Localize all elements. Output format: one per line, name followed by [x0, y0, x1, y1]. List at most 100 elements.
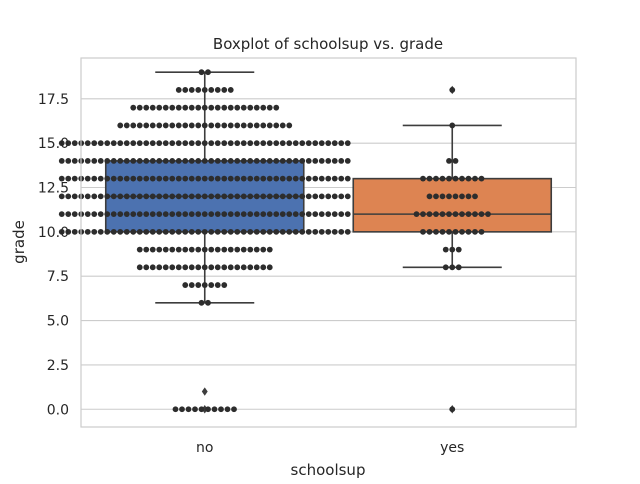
swarm-point — [344, 157, 351, 164]
swarm-point — [91, 175, 98, 182]
swarm-point — [344, 228, 351, 235]
swarm-point — [123, 140, 130, 147]
swarm-point — [266, 246, 273, 253]
swarm-point — [136, 193, 143, 200]
swarm-point — [91, 193, 98, 200]
swarm-point — [426, 175, 433, 182]
swarm-point — [279, 193, 286, 200]
swarm-point — [65, 157, 72, 164]
y-tick-label: 2.5 — [47, 358, 69, 374]
swarm-point — [266, 122, 273, 129]
swarm-point — [214, 211, 221, 218]
swarm-point — [446, 211, 452, 218]
swarm-point — [325, 157, 332, 164]
swarm-point — [299, 140, 306, 147]
swarm-point — [84, 140, 91, 147]
y-tick-label: 17.5 — [38, 92, 69, 108]
swarm-point — [58, 140, 65, 147]
swarm-point — [338, 140, 345, 147]
swarm-point — [446, 228, 452, 235]
swarm-point — [253, 140, 260, 147]
swarm-point — [205, 299, 211, 306]
swarm-point — [240, 157, 247, 164]
swarm-point — [420, 175, 426, 182]
swarm-point — [318, 228, 325, 235]
swarm-point — [312, 211, 319, 218]
swarm-point — [472, 193, 478, 200]
swarm-point — [156, 193, 163, 200]
y-tick-label: 12.5 — [38, 181, 69, 197]
swarm-point — [433, 193, 439, 200]
swarm-point — [338, 175, 345, 182]
swarm-point — [273, 193, 280, 200]
swarm-point — [195, 87, 202, 93]
swarm-point — [227, 228, 234, 235]
swarm-point — [104, 211, 111, 218]
swarm-point — [472, 211, 478, 218]
swarm-point — [175, 246, 182, 253]
swarm-point — [136, 211, 143, 218]
swarm-point — [123, 193, 130, 200]
swarm-point — [214, 282, 221, 288]
swarm-point — [286, 193, 293, 200]
swarm-point — [312, 193, 319, 200]
swarm-point — [318, 157, 325, 164]
swarm-point — [273, 211, 280, 218]
swarm-point — [175, 140, 182, 147]
swarm-point — [175, 122, 182, 129]
swarm-point — [459, 228, 465, 235]
swarm-point — [175, 175, 182, 182]
swarm-point — [143, 157, 150, 164]
swarm-yes — [413, 87, 491, 413]
swarm-point — [136, 228, 143, 235]
swarm-point — [130, 104, 137, 111]
swarm-point — [260, 264, 267, 271]
swarm-point — [123, 175, 130, 182]
swarm-point — [260, 211, 267, 218]
swarm-point — [130, 228, 137, 235]
swarm-point — [240, 246, 247, 253]
swarm-point — [221, 175, 228, 182]
swarm-point — [433, 175, 439, 182]
x-tick-label: no — [196, 440, 213, 456]
swarm-point — [143, 122, 150, 129]
swarm-point — [455, 264, 462, 271]
swarm-point — [136, 140, 143, 147]
swarm-point — [413, 211, 420, 218]
swarm-point — [162, 211, 169, 218]
swarm-point — [234, 246, 241, 253]
swarm-point — [344, 193, 351, 200]
swarm-point — [260, 193, 267, 200]
swarm-point — [331, 140, 338, 147]
swarm-point — [247, 157, 254, 164]
swarm-point — [439, 228, 446, 235]
swarm-point — [117, 140, 124, 147]
swarm-point — [449, 87, 456, 93]
swarm-point — [221, 140, 228, 147]
swarm-point — [253, 122, 260, 129]
swarm-point — [188, 228, 195, 235]
swarm-point — [104, 228, 111, 235]
swarm-point — [279, 228, 286, 235]
swarm-point — [195, 228, 202, 235]
swarm-point — [130, 122, 137, 129]
swarm-point — [234, 175, 241, 182]
swarm-point — [247, 193, 254, 200]
swarm-point — [292, 228, 299, 235]
swarm-point — [156, 264, 163, 271]
swarm-point — [188, 122, 195, 129]
swarm-point — [169, 246, 176, 253]
y-tick-labels: 0.0 2.5 5.0 7.5 10.0 12.5 15.0 17.5 — [38, 92, 69, 418]
swarm-point — [188, 175, 195, 182]
swarm-point — [305, 175, 312, 182]
swarm-point — [214, 157, 221, 164]
swarm-point — [299, 157, 306, 164]
swarm-point — [273, 122, 280, 129]
swarm-point — [169, 193, 176, 200]
swarm-point — [91, 140, 98, 147]
swarm-point — [205, 406, 211, 413]
swarm-point — [221, 282, 228, 288]
swarm-point — [449, 246, 456, 253]
swarm-point — [110, 175, 117, 182]
